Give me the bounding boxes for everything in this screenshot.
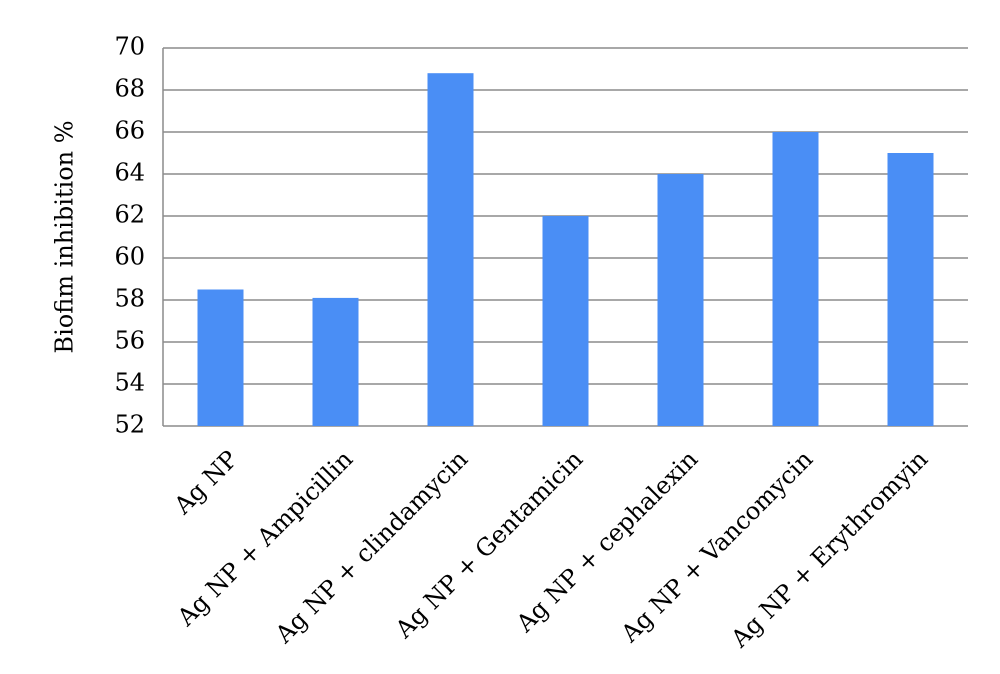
- x-tick-label: Ag NP + clindamycin: [269, 445, 473, 649]
- bar: [427, 73, 474, 426]
- x-tick-label: Ag NP + Vancomycin: [615, 445, 818, 648]
- bar: [312, 297, 359, 426]
- y-axis-label: Biofim inhibition %: [51, 120, 79, 353]
- y-tick-label: 64: [114, 159, 145, 187]
- bar: [197, 289, 244, 426]
- y-tick-label: 70: [114, 33, 145, 61]
- y-tick-label: 60: [114, 243, 145, 271]
- y-tick-label: 68: [114, 75, 145, 103]
- x-tick-label: Ag NP + Gentamicin: [389, 445, 588, 644]
- x-tick-label: Ag NP: [168, 445, 243, 520]
- y-tick-label: 54: [114, 369, 145, 397]
- bar: [772, 132, 819, 426]
- y-tick-label: 52: [114, 411, 145, 439]
- bar: [887, 153, 934, 426]
- x-tick-label: Ag NP + Erythromyin: [725, 445, 934, 654]
- y-tick-label: 56: [114, 327, 145, 355]
- y-tick-label: 58: [114, 285, 145, 313]
- bar: [657, 174, 704, 426]
- bar: [542, 216, 589, 426]
- y-tick-label: 62: [114, 201, 145, 229]
- y-tick-label: 66: [114, 117, 145, 145]
